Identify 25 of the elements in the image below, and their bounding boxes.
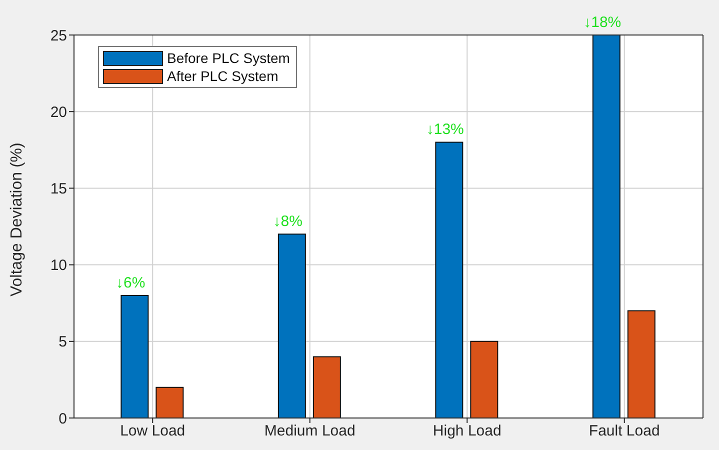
annotation: ↓18% xyxy=(584,14,622,31)
bar xyxy=(278,234,306,418)
bar xyxy=(120,294,149,418)
annotation: ↓8% xyxy=(273,213,302,230)
x-tick-label: Fault Load xyxy=(588,422,660,440)
y-tick-label: 10 xyxy=(50,257,67,274)
bar xyxy=(627,310,656,418)
y-axis-title: Voltage Deviation (%) xyxy=(8,142,26,296)
bar xyxy=(156,386,184,418)
annotation: ↓6% xyxy=(116,274,146,292)
x-tick-label: Medium Load xyxy=(264,422,356,440)
bar xyxy=(592,35,620,418)
bar xyxy=(470,340,498,418)
legend-label: Before PLC System xyxy=(166,49,290,67)
bar xyxy=(435,142,464,418)
x-tick-label: High Load xyxy=(432,422,502,440)
y-tick-label: 5 xyxy=(58,334,67,351)
y-tick-label: 15 xyxy=(50,180,67,198)
x-tick-label: Low Load xyxy=(120,422,186,440)
y-tick-label: 0 xyxy=(58,410,67,428)
legend-label: After PLC System xyxy=(166,67,280,85)
y-tick-label: 25 xyxy=(50,27,67,44)
annotation: ↓13% xyxy=(426,121,464,138)
y-tick-label: 20 xyxy=(50,104,67,121)
bar xyxy=(312,356,341,418)
